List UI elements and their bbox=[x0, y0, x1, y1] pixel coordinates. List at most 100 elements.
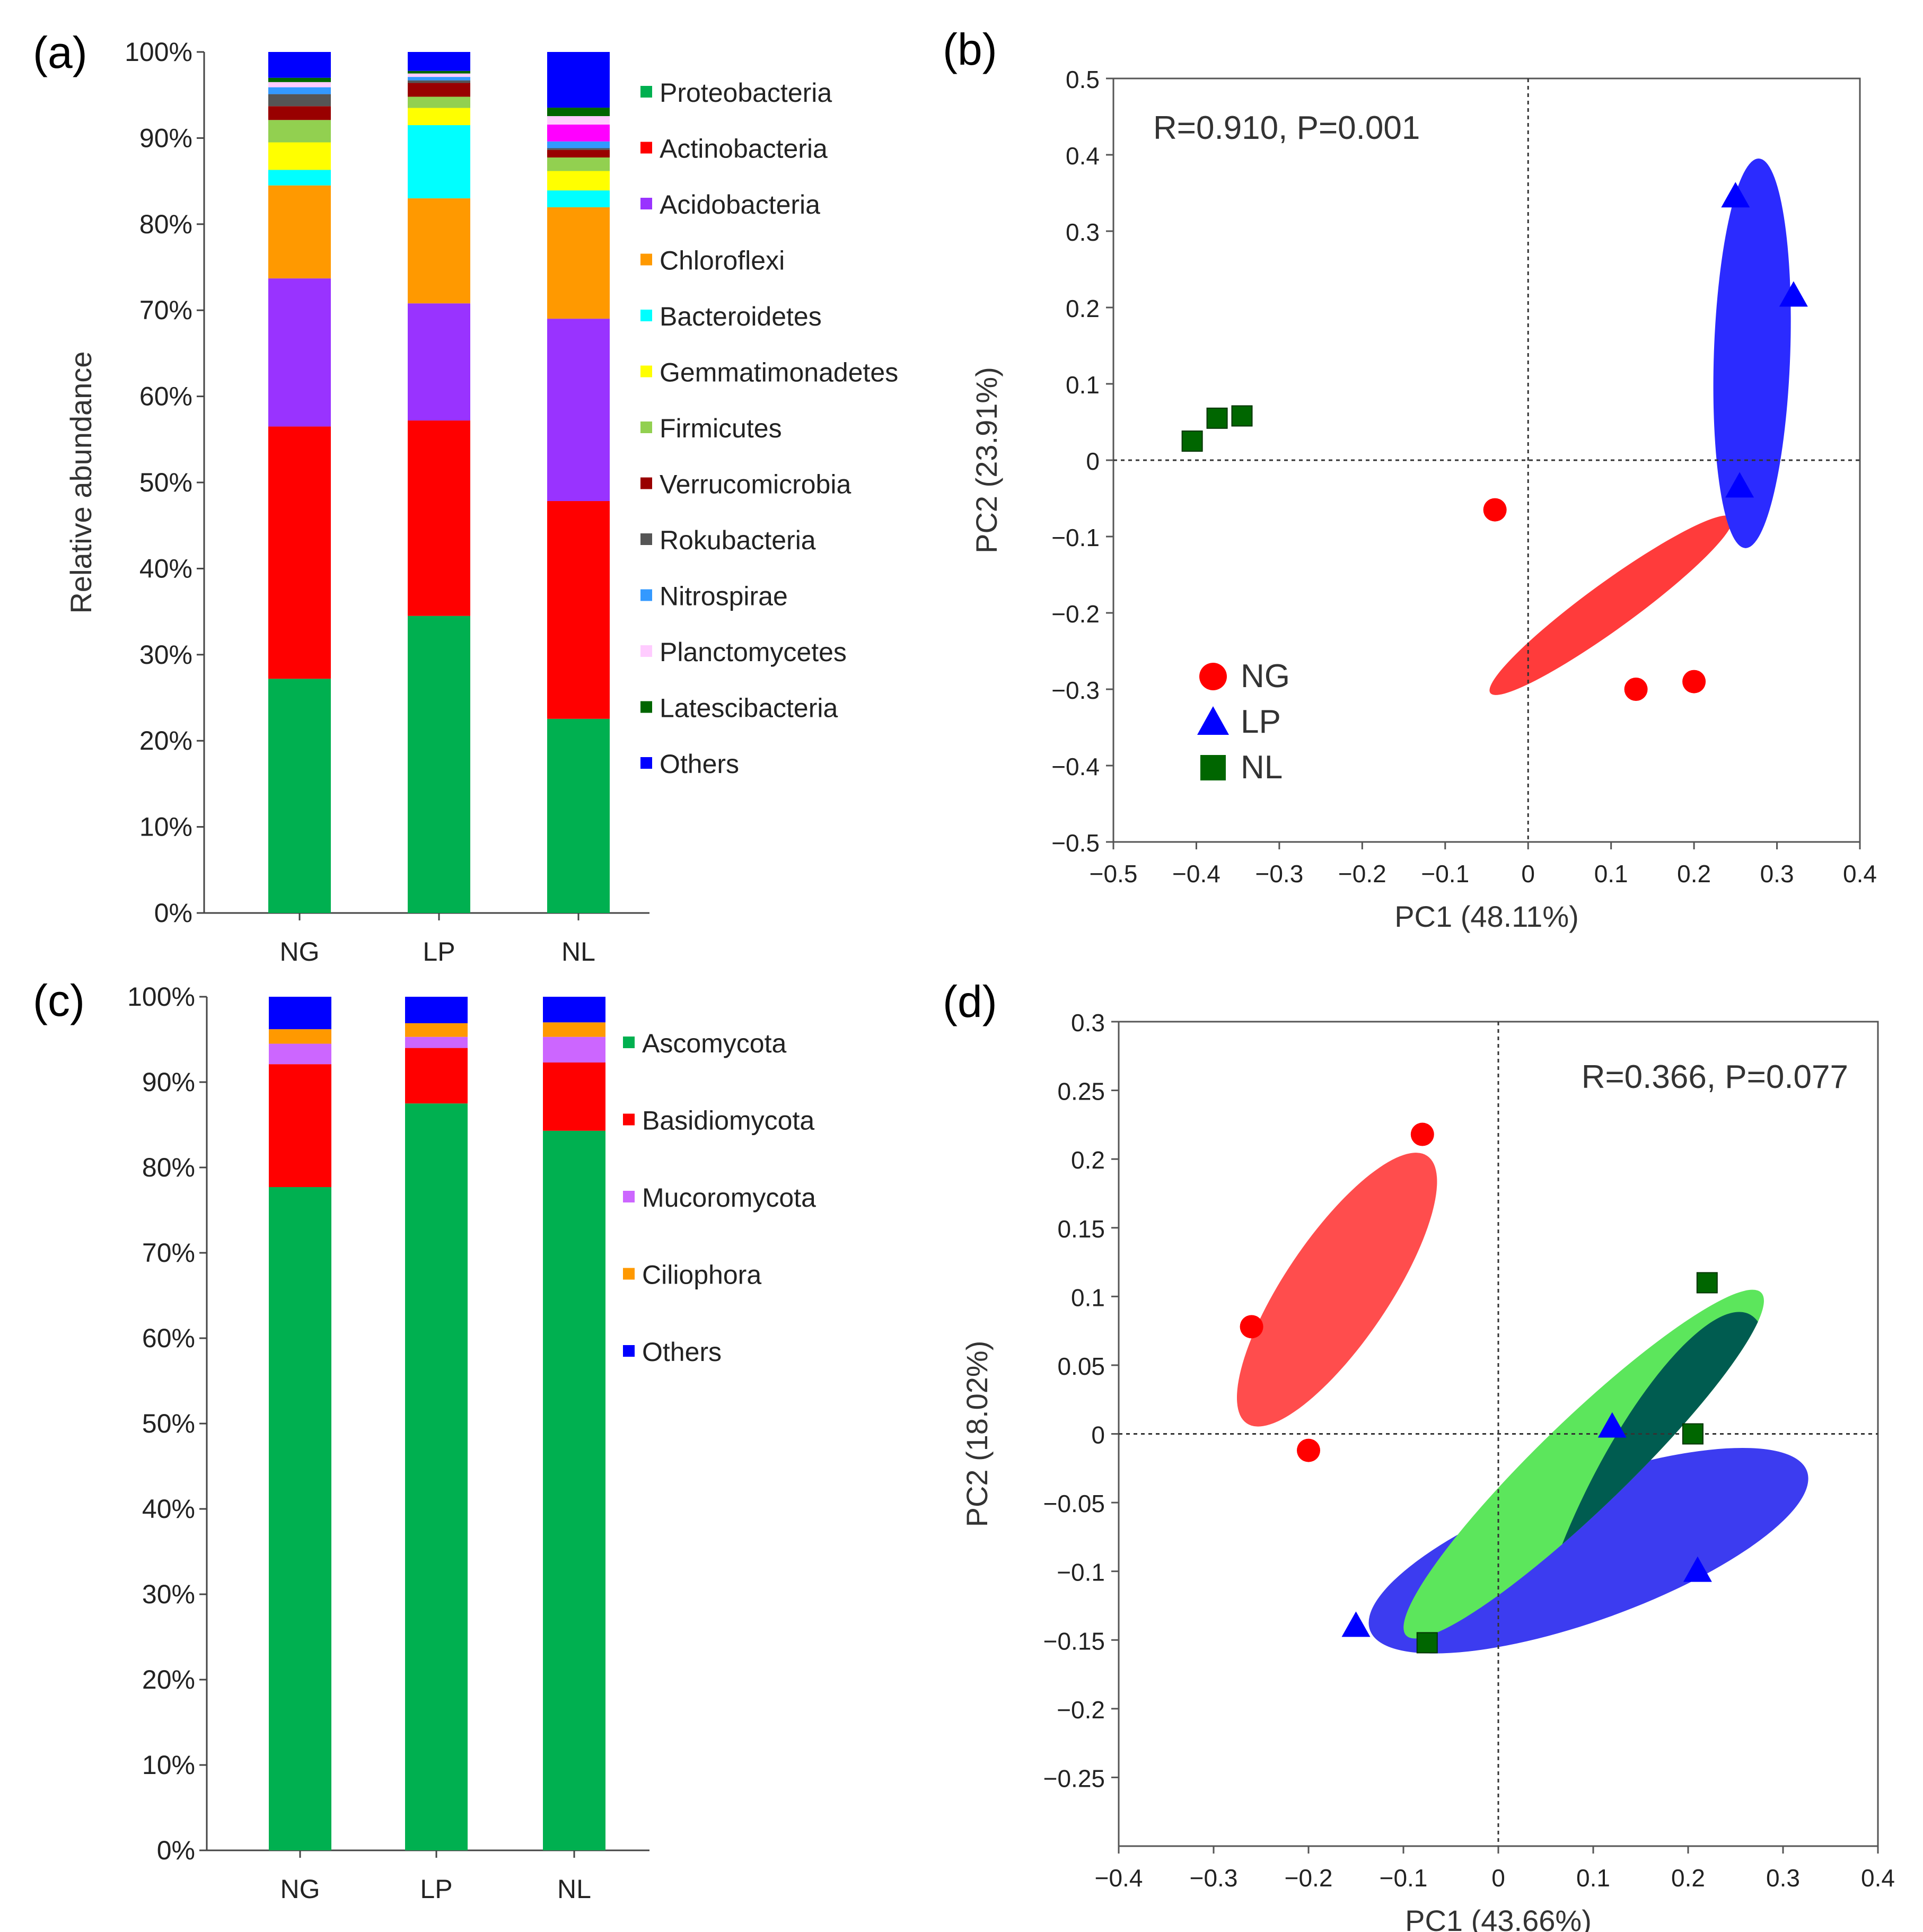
legend-swatch-proteobacteria bbox=[640, 86, 652, 98]
bar-segment-bacteroidetes-ng bbox=[268, 170, 331, 186]
bar-segment-bacteroidetes-nl bbox=[547, 190, 610, 207]
bar-segment-acidobacteria-lp bbox=[408, 303, 470, 421]
x-tick-label: 0.4 bbox=[1861, 1864, 1895, 1892]
panel-letter-b: (b) bbox=[943, 24, 997, 74]
y-tick-label: 40% bbox=[139, 554, 192, 583]
bar-segment-mucoromycota-lp bbox=[405, 1037, 468, 1048]
y-tick-label: 100% bbox=[127, 982, 195, 1012]
x-tick-label: 0.2 bbox=[1671, 1864, 1705, 1892]
bar-segment-others-nl bbox=[543, 997, 605, 1023]
y-tick-label: 30% bbox=[142, 1579, 195, 1609]
legend-swatch-ascomycota bbox=[623, 1037, 635, 1048]
x-tick-label-lp: LP bbox=[420, 1874, 452, 1904]
legend-swatch-mucoromycota bbox=[623, 1191, 635, 1202]
y-tick-label: 60% bbox=[139, 382, 192, 411]
bar-segment-basidiomycota-lp bbox=[405, 1048, 468, 1104]
legend-label-acidobacteria: Acidobacteria bbox=[660, 190, 820, 219]
bar-segment-ascomycota-nl bbox=[543, 1130, 605, 1850]
y-axis-title: Relative abundance bbox=[64, 351, 98, 613]
x-axis-title: PC1 (48.11%) bbox=[1394, 900, 1579, 933]
y-tick-label: 10% bbox=[142, 1750, 195, 1780]
stats-annotation: R=0.366, P=0.077 bbox=[1582, 1059, 1848, 1095]
legend-swatch-firmicutes bbox=[640, 421, 652, 433]
x-tick-label: −0.2 bbox=[1338, 860, 1386, 888]
legend-swatch-gemmatimonadetes bbox=[640, 365, 652, 377]
bar-segment-ciliophora-nl bbox=[543, 1022, 605, 1037]
bar-segment-chloroflexi-lp bbox=[408, 198, 470, 304]
y-axis-title: PC2 (18.02%) bbox=[960, 1341, 994, 1527]
y-tick-label: 20% bbox=[142, 1665, 195, 1694]
panel-a-bacterial-composition: 0% 10% 20% 30% 40% 50% 60% 70% 80% 90% 100% NG LP NL R… bbox=[64, 37, 898, 967]
bar-segment-ciliophora-ng bbox=[269, 1029, 331, 1044]
legend-label-others: Others bbox=[660, 749, 739, 779]
bar-segment-latescibacteria-ng bbox=[268, 77, 331, 82]
x-tick-label-nl: NL bbox=[561, 937, 595, 967]
bar-segment-actinobacteria-lp bbox=[408, 420, 470, 616]
stats-annotation: R=0.910, P=0.001 bbox=[1153, 110, 1420, 146]
x-tick-label: 0.3 bbox=[1760, 860, 1794, 888]
y-tick-label: 90% bbox=[139, 123, 192, 153]
bar-segment-nitrospirae-lp bbox=[408, 77, 470, 81]
point-nl-2 bbox=[1416, 1632, 1438, 1654]
bar-segment-gemmatimonadetes-ng bbox=[268, 142, 331, 170]
y-tick-label: 0% bbox=[154, 898, 192, 928]
bar-segment-firmicutes-nl bbox=[547, 157, 610, 171]
bar-segment-planctomycetes-ng bbox=[268, 82, 331, 87]
legend-swatch-actinobacteria bbox=[640, 142, 652, 154]
panel-letter-d: (d) bbox=[943, 977, 997, 1026]
legend-swatch-rokubacteria bbox=[640, 533, 652, 545]
bar-segment-actinobacteria-ng bbox=[268, 426, 331, 679]
bar-segment-others-lp bbox=[405, 997, 468, 1023]
bar-segment-mucoromycota-ng bbox=[269, 1043, 331, 1065]
ellipses-layer bbox=[1489, 158, 1791, 695]
bar-segment-proteobacteria-ng bbox=[268, 679, 331, 913]
bar-segment-actinobacteria-nl bbox=[547, 501, 610, 719]
y-tick-label: 0.25 bbox=[1057, 1078, 1105, 1105]
legend-label-actinobacteria: Actinobacteria bbox=[660, 134, 828, 164]
y-tick-label: −0.4 bbox=[1051, 753, 1100, 780]
x-tick-label: 0 bbox=[1491, 1864, 1505, 1892]
point-ng-1 bbox=[1240, 1315, 1263, 1339]
ellipse-ng bbox=[1236, 1153, 1437, 1427]
y-tick-label: 90% bbox=[142, 1067, 195, 1097]
bar-segment-chloroflexi-nl bbox=[547, 207, 610, 319]
x-tick-label: 0 bbox=[1521, 860, 1535, 888]
legend-swatch-others bbox=[640, 757, 652, 769]
bar-segment-gemmatimonadetes-nl bbox=[547, 171, 610, 191]
legend-swatch-planctomycetes bbox=[640, 645, 652, 657]
y-tick-label: 60% bbox=[142, 1323, 195, 1353]
y-tick-label: −0.2 bbox=[1051, 600, 1100, 628]
bar-segment-nitrospirae-ng bbox=[268, 87, 331, 94]
legend-marker-lp bbox=[1197, 706, 1229, 735]
bar-segment-rokubacteria-ng bbox=[268, 94, 331, 107]
y-tick-label: 80% bbox=[139, 209, 192, 239]
legend-label-firmicutes: Firmicutes bbox=[660, 414, 782, 443]
y-tick-label: −0.2 bbox=[1057, 1696, 1105, 1724]
y-tick-label: 0.3 bbox=[1066, 218, 1100, 246]
y-tick-label: 0 bbox=[1086, 447, 1100, 475]
legend-label-ciliophora: Ciliophora bbox=[642, 1260, 761, 1290]
bar-segment-acidobacteria-ng bbox=[268, 278, 331, 427]
point-nl-2 bbox=[1231, 405, 1253, 427]
point-ng-0 bbox=[1410, 1122, 1434, 1146]
legend-label-rokubacteria: Rokubacteria bbox=[660, 525, 816, 555]
bar-segment-nitrospirae-nl bbox=[547, 141, 610, 148]
legend-label-planctomycetes: Planctomycetes bbox=[660, 637, 847, 667]
y-tick-label: 40% bbox=[142, 1494, 195, 1524]
bar-segment-proteobacteria-lp bbox=[408, 616, 470, 913]
ellipse-ng bbox=[1489, 515, 1733, 695]
point-lp-1 bbox=[1779, 281, 1808, 307]
bar-segment-proteobacteria-nl bbox=[547, 718, 610, 913]
legend-label-nl: NL bbox=[1241, 749, 1283, 786]
y-tick-label: 50% bbox=[139, 468, 192, 497]
point-ng-2 bbox=[1297, 1438, 1320, 1462]
ellipse-lp bbox=[1713, 158, 1791, 548]
bar-segment-others-nl bbox=[547, 52, 610, 108]
panel-d-fungal-pcoa: −0.4 −0.3 −0.2 −0.1 0 0.1 0.2 0.3 0.4 −0.25 −0.2 −0… bbox=[960, 1009, 1895, 1932]
ellipses-layer bbox=[1236, 1153, 1808, 1654]
x-tick-label: −0.1 bbox=[1421, 860, 1469, 888]
legend-label-latescibacteria: Latescibacteria bbox=[660, 693, 838, 723]
x-tick-label: −0.4 bbox=[1095, 1864, 1143, 1892]
bar-segment-others-lp bbox=[408, 52, 470, 71]
legend-label-bacteroidetes: Bacteroidetes bbox=[660, 302, 822, 331]
